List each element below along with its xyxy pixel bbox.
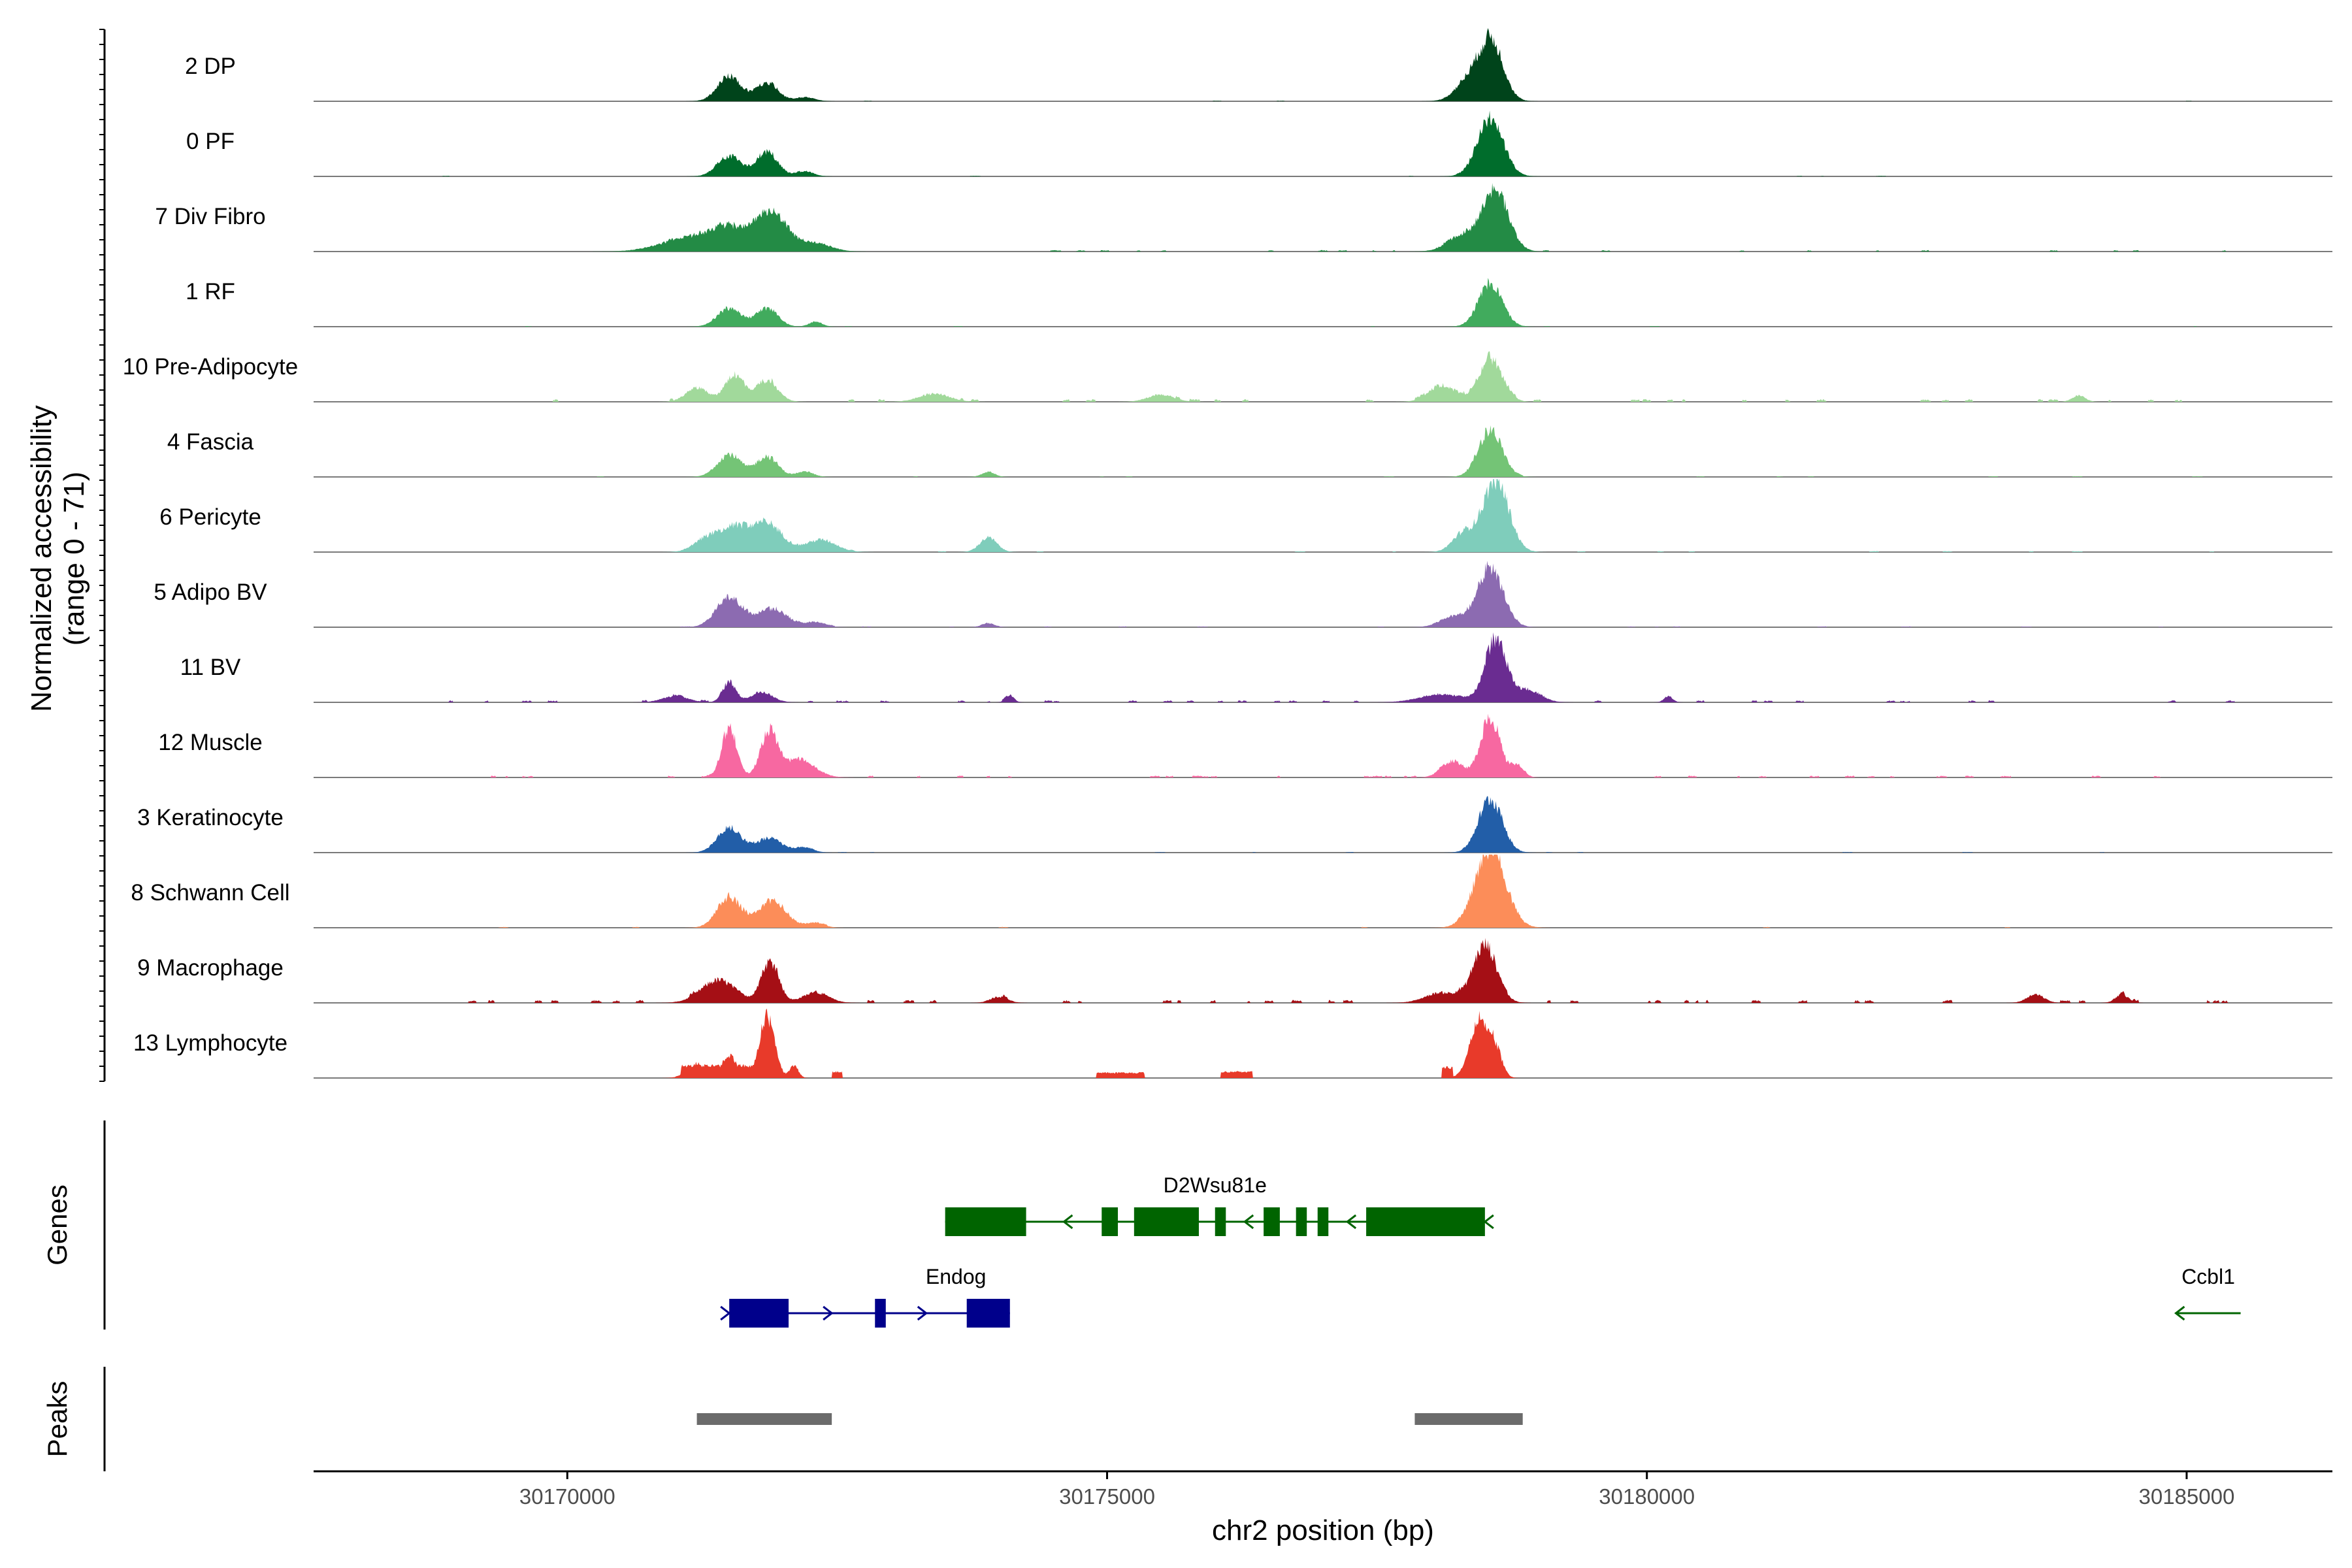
peaks-panel-title: Peaks xyxy=(42,1381,73,1458)
coverage-area xyxy=(438,855,2241,928)
track-label: 5 Adipo BV xyxy=(154,580,267,605)
track-7-div-fibro: 7 Div Fibro xyxy=(155,183,2332,252)
gene-annotations: D2Wsu81e Endog Ccbl1 xyxy=(720,1173,2241,1328)
track-label: 3 Keratinocyte xyxy=(137,805,284,830)
track-label: 2 DP xyxy=(185,54,236,79)
gene-exon xyxy=(1296,1207,1307,1236)
gene-exon xyxy=(945,1207,1026,1236)
strand-arrow xyxy=(917,1305,928,1321)
genes-panel-title: Genes xyxy=(42,1184,73,1266)
coverage-area xyxy=(438,110,2241,176)
peak-region xyxy=(696,1413,832,1425)
coverage-area xyxy=(438,479,2241,552)
peak-region xyxy=(1414,1413,1523,1425)
track-label: 13 Lymphocyte xyxy=(133,1030,287,1056)
track-4-fascia: 4 Fascia xyxy=(167,425,2332,478)
coverage-area xyxy=(438,561,2241,627)
track-label: 11 BV xyxy=(180,655,241,680)
track-3-keratinocyte: 3 Keratinocyte xyxy=(137,796,2332,853)
track-0-pf: 0 PF xyxy=(186,110,2332,177)
gene-exon xyxy=(1366,1207,1485,1236)
gene-exon xyxy=(1102,1207,1119,1236)
track-5-adipo-bv: 5 Adipo BV xyxy=(154,561,2332,628)
gene-label: D2Wsu81e xyxy=(1164,1173,1267,1197)
coverage-area xyxy=(438,1008,2241,1078)
gene-exon xyxy=(1215,1207,1226,1236)
gene-exon xyxy=(1134,1207,1199,1236)
y-axis-title-line2: (range 0 - 71) xyxy=(58,472,90,646)
coverage-area xyxy=(438,713,2241,777)
x-tick-label: 30170000 xyxy=(519,1484,615,1509)
track-9-macrophage: 9 Macrophage xyxy=(137,938,2332,1004)
track-2-dp: 2 DP xyxy=(185,28,2332,102)
track-label: 12 Muscle xyxy=(158,730,263,755)
track-label: 4 Fascia xyxy=(167,429,254,455)
peak-regions xyxy=(696,1413,1523,1425)
gene-exon xyxy=(1317,1207,1329,1236)
gene-exon xyxy=(966,1299,1010,1328)
x-axis-ticks: 30170000 30175000 30180000 30185000 xyxy=(519,1471,2234,1509)
track-11-bv: 11 BV xyxy=(180,632,2332,703)
strand-arrow xyxy=(1483,1214,1494,1230)
track-label: 9 Macrophage xyxy=(137,955,284,981)
track-label: 0 PF xyxy=(186,129,235,154)
strand-arrow xyxy=(1062,1214,1073,1230)
x-tick-label: 30185000 xyxy=(2139,1484,2235,1509)
track-label: 1 RF xyxy=(186,279,235,304)
coverage-area xyxy=(438,425,2241,477)
track-label: 8 Schwann Cell xyxy=(131,880,289,906)
coverage-area xyxy=(438,796,2241,853)
track-8-schwann-cell: 8 Schwann Cell xyxy=(131,855,2332,928)
strand-arrow xyxy=(1345,1214,1357,1230)
coverage-y-axis xyxy=(99,29,106,1082)
coverage-area xyxy=(438,351,2241,402)
coverage-area xyxy=(438,938,2241,1003)
track-1-rf: 1 RF xyxy=(186,278,2332,327)
coverage-area xyxy=(438,278,2241,327)
y-axis-title-line1: Normalized accessibility xyxy=(25,405,57,711)
gene-d2wsu81e: D2Wsu81e xyxy=(945,1173,1494,1236)
gene-endog: Endog xyxy=(720,1265,1010,1328)
track-12-muscle: 12 Muscle xyxy=(158,713,2332,778)
track-label: 6 Pericyte xyxy=(159,504,261,530)
strand-arrow xyxy=(2174,1305,2185,1321)
track-10-pre-adipocyte: 10 Pre-Adipocyte xyxy=(123,351,2332,402)
x-tick-label: 30180000 xyxy=(1599,1484,1695,1509)
gene-ccbl1: Ccbl1 xyxy=(2174,1265,2241,1321)
track-6-pericyte: 6 Pericyte xyxy=(159,479,2332,553)
x-axis-title: chr2 position (bp) xyxy=(1212,1514,1434,1546)
coverage-tracks: 2 DP 0 PF 7 Div Fibro 1 RF 10 Pre-Adipocyte 4… xyxy=(123,28,2332,1079)
gene-label: Ccbl1 xyxy=(2181,1265,2235,1288)
strand-arrow xyxy=(823,1305,834,1321)
track-label: 7 Div Fibro xyxy=(155,204,265,229)
strand-arrow xyxy=(1243,1214,1254,1230)
coverage-area xyxy=(438,183,2241,252)
strand-arrow xyxy=(720,1305,731,1321)
coverage-area xyxy=(438,632,2241,702)
x-tick-label: 30175000 xyxy=(1059,1484,1155,1509)
coverage-area xyxy=(438,28,2241,101)
gene-label: Endog xyxy=(926,1265,987,1288)
gene-exon xyxy=(875,1299,886,1328)
track-13-lymphocyte: 13 Lymphocyte xyxy=(133,1008,2332,1079)
gene-exon xyxy=(729,1299,789,1328)
gene-exon xyxy=(1264,1207,1280,1236)
track-label: 10 Pre-Adipocyte xyxy=(123,354,298,380)
